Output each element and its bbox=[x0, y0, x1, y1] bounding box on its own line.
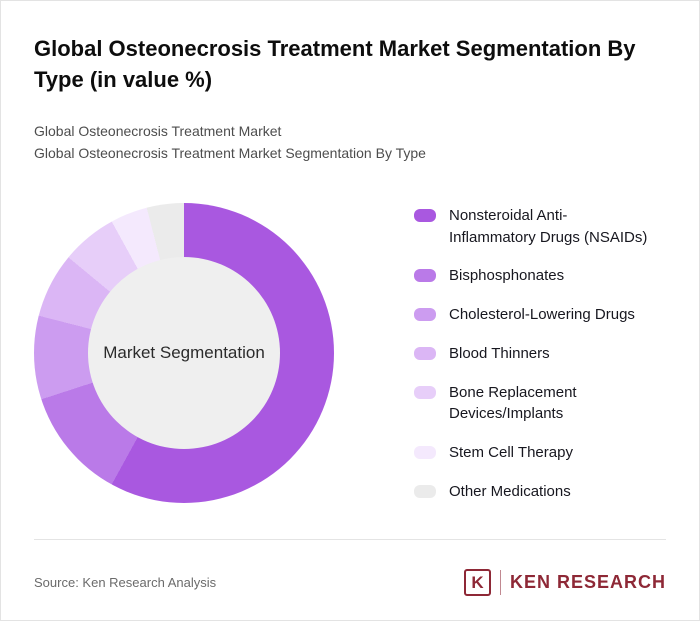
logo-k-icon: K bbox=[463, 569, 491, 596]
page-title: Global Osteonecrosis Treatment Market Se… bbox=[34, 36, 636, 93]
donut-center-label: Market Segmentation bbox=[103, 342, 265, 362]
logo-brand-text: KEN RESEARCH bbox=[509, 572, 666, 592]
legend-swatch bbox=[414, 269, 436, 283]
legend-label: Blood Thinners bbox=[449, 344, 550, 362]
legend-swatch bbox=[414, 208, 436, 222]
legend-item: Stem Cell Therapy bbox=[414, 442, 647, 464]
legend-swatch bbox=[414, 484, 436, 498]
source-text: Source: Ken Research Analysis bbox=[34, 575, 217, 590]
legend-item: Bone Replacement Devices/Implants bbox=[414, 382, 647, 426]
ken-research-logo: K KEN RESEARCH bbox=[463, 569, 666, 596]
footer: Source: Ken Research Analysis K KEN RESE… bbox=[34, 569, 666, 596]
legend-item: Nonsteroidal Anti- Inflammatory Drugs (N… bbox=[414, 205, 647, 249]
legend-swatch bbox=[414, 308, 436, 322]
legend-label: Nonsteroidal Anti- Inflammatory Drugs (N… bbox=[449, 206, 648, 246]
chart-area: Market Segmentation Nonsteroidal Anti- I… bbox=[34, 202, 666, 520]
legend-swatch bbox=[414, 385, 436, 399]
legend-label: Stem Cell Therapy bbox=[449, 444, 573, 462]
footer-divider bbox=[34, 539, 666, 540]
legend-item: Bisphosphonates bbox=[414, 265, 647, 287]
legend-item: Other Medications bbox=[414, 481, 647, 503]
legend-label: Bisphosphonates bbox=[449, 267, 565, 285]
donut-hole: Market Segmentation bbox=[88, 256, 280, 449]
donut-chart-wrap: Market Segmentation bbox=[34, 202, 334, 503]
subtitle-line-2: Global Osteonecrosis Treatment Market Se… bbox=[34, 145, 426, 162]
legend-label: Other Medications bbox=[449, 482, 571, 500]
legend-swatch bbox=[414, 446, 436, 460]
legend-label: Cholesterol-Lowering Drugs bbox=[449, 306, 635, 324]
logo-separator-icon bbox=[499, 570, 501, 595]
legend-swatch bbox=[414, 346, 436, 360]
legend-item: Blood Thinners bbox=[414, 343, 647, 365]
subtitle-line-1: Global Osteonecrosis Treatment Market bbox=[34, 123, 282, 140]
subtitle-block: Global Osteonecrosis Treatment Market Gl… bbox=[34, 121, 666, 164]
legend-label: Bone Replacement Devices/Implants bbox=[449, 383, 577, 423]
chart-legend: Nonsteroidal Anti- Inflammatory Drugs (N… bbox=[414, 203, 647, 520]
legend-item: Cholesterol-Lowering Drugs bbox=[414, 304, 647, 326]
